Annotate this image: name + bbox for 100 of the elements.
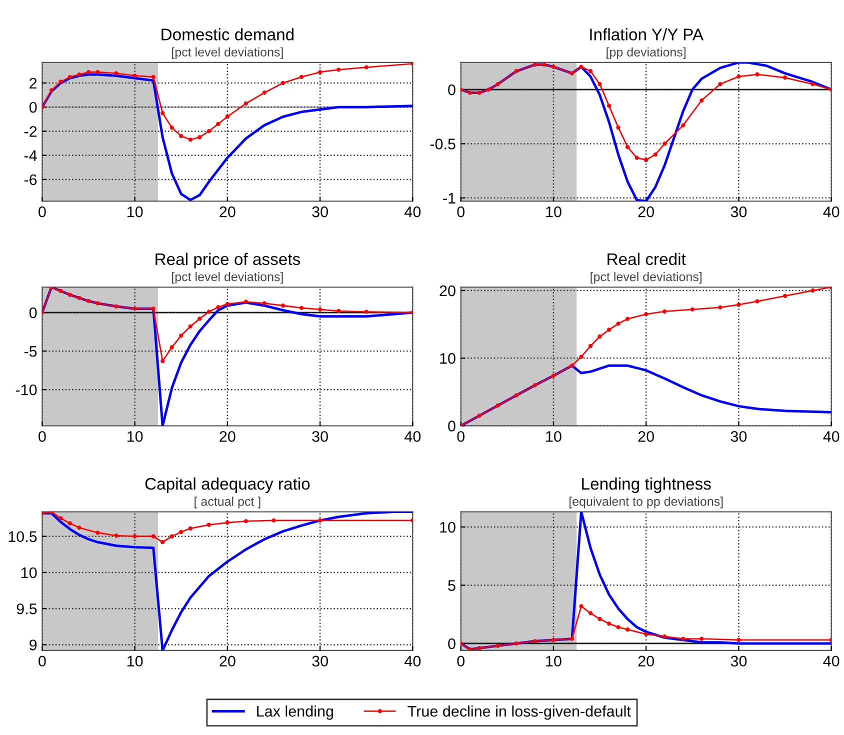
point: [151, 534, 156, 538]
point: [170, 345, 174, 350]
x-tick-label: 40: [404, 206, 421, 218]
point: [262, 90, 267, 95]
y-tick-label: 0: [448, 638, 456, 650]
chart-subtitle: [ actual pct ]: [194, 496, 260, 508]
point: [588, 344, 593, 348]
point: [58, 80, 63, 84]
y-tick-label: 0: [29, 307, 37, 318]
point: [755, 299, 760, 304]
point: [96, 70, 100, 74]
point: [132, 534, 137, 538]
x-tick-label: 0: [457, 656, 465, 667]
point: [700, 98, 704, 102]
point: [468, 647, 472, 650]
point: [86, 298, 91, 304]
point: [170, 534, 174, 538]
point: [477, 646, 482, 650]
y-tick-label: 10: [440, 353, 456, 364]
point: [616, 322, 620, 326]
point: [336, 68, 341, 72]
chart-title: Lending tightness: [582, 477, 711, 494]
point: [206, 310, 212, 314]
point: [299, 74, 304, 80]
x-tick-label: 0: [457, 206, 465, 218]
point: [598, 616, 602, 622]
legend-label: True decline in loss-given-default: [408, 705, 631, 720]
chart-subtitle: [pct level deviations]: [172, 47, 283, 60]
line-series: [460, 287, 832, 426]
x-tick-label: 30: [312, 431, 328, 442]
point: [477, 90, 482, 95]
point: [496, 82, 500, 86]
point: [188, 138, 192, 142]
point: [151, 306, 156, 311]
point: [718, 305, 722, 310]
point: [262, 301, 267, 306]
point: [477, 414, 482, 418]
point: [532, 62, 538, 67]
point: [551, 638, 556, 642]
point: [606, 328, 612, 332]
point: [625, 316, 630, 322]
y-tick-label: -2: [24, 126, 37, 137]
x-tick-label: 10: [127, 656, 143, 667]
point: [68, 521, 72, 526]
point: [681, 636, 686, 641]
point: [179, 530, 184, 534]
point: [782, 294, 788, 298]
point: [132, 306, 137, 311]
point: [810, 82, 815, 86]
point: [160, 359, 165, 364]
y-tick-label: 5: [448, 580, 456, 591]
point: [532, 383, 538, 388]
point: [188, 526, 192, 530]
point: [606, 104, 612, 108]
y-tick-label: -1: [443, 192, 456, 204]
point: [86, 70, 91, 74]
point: [570, 71, 574, 76]
point: [653, 152, 658, 157]
point: [58, 288, 63, 294]
point: [736, 74, 741, 79]
y-tick-label: -10: [16, 384, 37, 396]
point: [318, 307, 322, 312]
x-tick-label: 0: [38, 431, 46, 442]
point: [179, 334, 184, 338]
point: [216, 305, 220, 310]
y-tick-label: 20: [440, 285, 456, 296]
y-tick-label: 9.5: [16, 603, 37, 614]
point: [588, 69, 593, 74]
point: [690, 307, 694, 312]
point: [151, 74, 156, 80]
y-tick-label: 10: [22, 567, 37, 578]
x-tick-label: 40: [823, 206, 840, 218]
point: [755, 72, 760, 76]
point: [616, 625, 620, 630]
x-tick-label: 10: [546, 656, 562, 667]
point: [700, 636, 704, 641]
chart-subtitle: [pct level deviations]: [172, 272, 283, 284]
point: [179, 134, 184, 138]
point: [68, 292, 72, 297]
point: [570, 636, 574, 641]
point: [644, 632, 648, 636]
point: [280, 80, 286, 86]
point: [68, 74, 72, 80]
point: [318, 70, 322, 74]
y-tick-label: 10: [440, 522, 456, 533]
x-tick-label: 0: [38, 206, 46, 218]
point: [299, 306, 304, 310]
point: [616, 125, 620, 130]
y-tick-label: -5: [24, 346, 37, 357]
point: [114, 304, 118, 308]
y-tick-label: 9: [30, 640, 37, 650]
point: [634, 156, 639, 160]
y-tick-label: 0: [29, 102, 37, 113]
point: [718, 82, 722, 86]
point: [810, 288, 815, 293]
chart-subtitle: [pp deviations]: [606, 47, 686, 60]
point: [198, 316, 202, 321]
point: [486, 87, 491, 92]
point: [579, 354, 584, 359]
point: [225, 302, 230, 306]
